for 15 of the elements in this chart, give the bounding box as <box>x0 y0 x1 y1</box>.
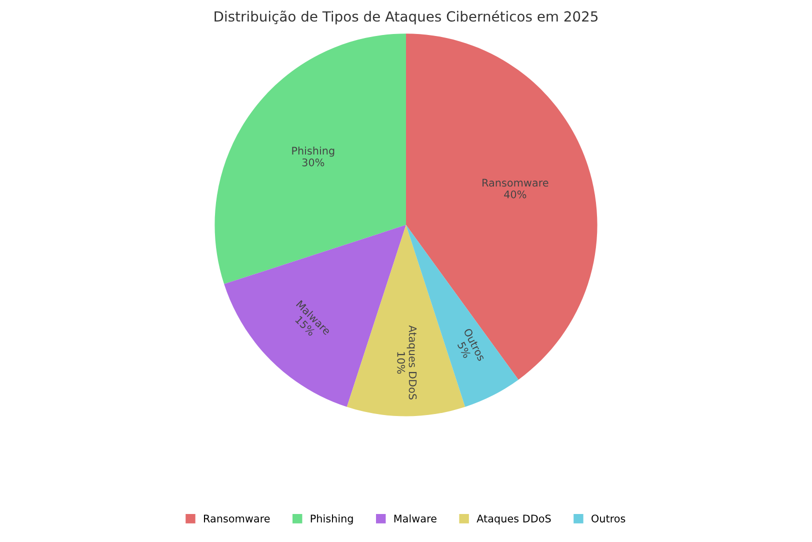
slice-label: Ataques DDoS <box>406 325 417 400</box>
data-label: 10% <box>397 352 406 374</box>
legend-label: Outros <box>592 514 626 522</box>
pie-slice <box>214 34 406 284</box>
pie-slice <box>406 224 518 407</box>
legend-label: Ransomware <box>204 514 270 522</box>
data-label: 30% <box>302 158 324 166</box>
legend-label: Phishing <box>310 514 353 524</box>
chart-title: Distribuição de Tipos de Ataques Cibernéticos em 2025 <box>214 10 598 24</box>
legend-label: Malware <box>394 514 436 522</box>
pie-slice <box>224 224 406 407</box>
legend-label: Ataques DDoS <box>476 514 551 524</box>
slice-label: Ransomware <box>482 178 548 187</box>
data-label: 40% <box>504 190 526 198</box>
slice-label: Phishing <box>292 146 334 157</box>
